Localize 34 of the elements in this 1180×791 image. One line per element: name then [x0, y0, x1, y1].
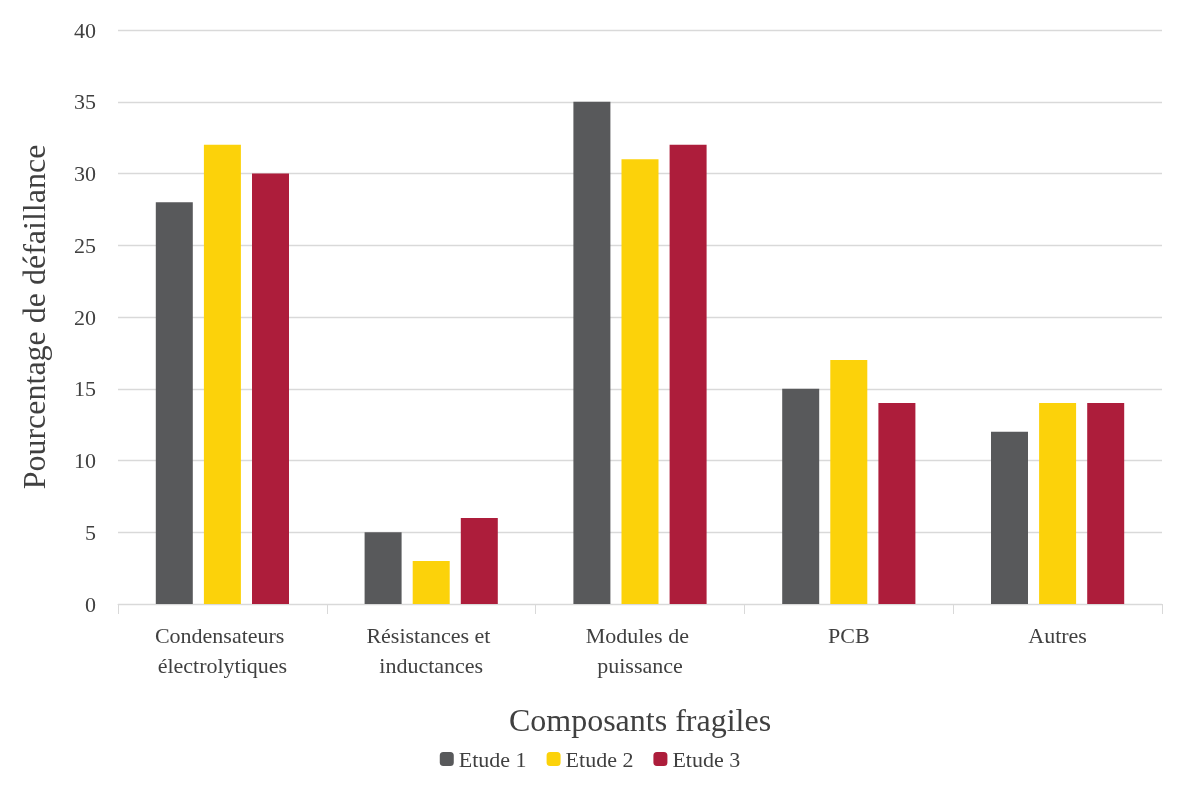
legend-label: Etude 2 [565, 746, 634, 772]
bar [782, 388, 820, 604]
y-tick-label: 40 [74, 17, 96, 43]
x-tick-label: Autres [1028, 622, 1087, 648]
bar [621, 159, 659, 604]
y-tick-label: 30 [74, 161, 96, 186]
y-tick-label: 35 [74, 89, 96, 115]
bar [1039, 403, 1077, 604]
bar [573, 101, 611, 604]
bar [203, 144, 241, 604]
y-tick-label: 20 [74, 304, 96, 330]
x-tick-label: Condensateurs électrolytiques [154, 622, 290, 678]
bar [1087, 403, 1125, 604]
bar [460, 517, 498, 604]
y-tick-label: 10 [74, 448, 96, 473]
y-axis-title: Pourcentage de défaillance [16, 144, 52, 490]
bar [412, 560, 450, 604]
x-tick-label: Résistances et inductances [366, 622, 496, 678]
bar [669, 144, 707, 604]
bar [991, 431, 1028, 604]
bar [830, 360, 868, 604]
x-tick-label: Modules de puissance [585, 622, 695, 678]
x-axis-title: Composants fragiles [508, 702, 772, 738]
y-tick-label: 15 [74, 376, 96, 402]
bar [155, 202, 193, 604]
x-tick-label: PCB [828, 622, 870, 648]
y-tick-label: 0 [85, 591, 96, 617]
bar [252, 173, 289, 604]
bar [364, 532, 402, 604]
legend-label: Etude 1 [458, 746, 527, 772]
y-tick-label: 25 [74, 232, 96, 258]
legend-label: Etude 3 [672, 746, 741, 772]
y-tick-label: 5 [85, 519, 96, 545]
bar [878, 403, 916, 604]
